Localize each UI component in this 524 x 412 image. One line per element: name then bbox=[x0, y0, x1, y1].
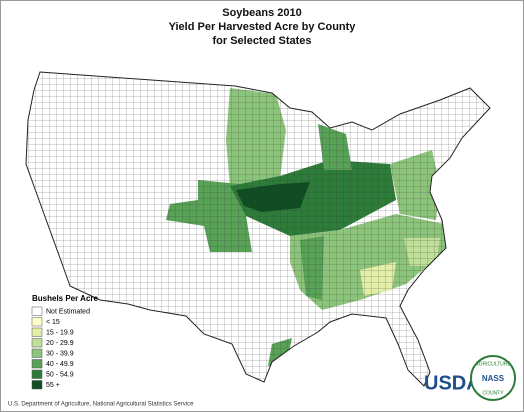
legend-swatch bbox=[31, 317, 43, 327]
us-outline bbox=[25, 71, 491, 387]
logo-text: USDA bbox=[424, 372, 481, 394]
legend-label: 15 - 19.9 bbox=[46, 329, 74, 336]
legend-swatch bbox=[31, 306, 43, 316]
title-line: Soybeans 2010 bbox=[222, 7, 302, 19]
legend-label: 20 - 29.9 bbox=[46, 340, 74, 347]
legend-label: < 15 bbox=[46, 319, 60, 326]
logo-ring bbox=[470, 355, 516, 401]
legend-label: 30 - 39.9 bbox=[46, 350, 74, 357]
legend-swatch bbox=[31, 359, 43, 369]
legend-swatch bbox=[31, 380, 43, 390]
legend-swatch bbox=[31, 338, 43, 348]
logo-center: NASS bbox=[482, 374, 505, 383]
legend-label: 55 + bbox=[46, 382, 60, 389]
legend-swatch bbox=[31, 348, 43, 358]
legend-label: Not Estimated bbox=[46, 308, 90, 315]
legend: Bushels Per Acre Not Estimated < 15 15 - 1… bbox=[31, 294, 99, 390]
source: U.S. Department of Agriculture, National… bbox=[8, 402, 194, 408]
logo-ring-bottom: COUNTY bbox=[482, 390, 504, 396]
legend-label: 50 - 54.9 bbox=[46, 371, 74, 378]
logo-ring-top: AGRICULTURE bbox=[475, 361, 511, 367]
legend-title: Bushels Per Acre bbox=[32, 294, 99, 303]
title-line: for Selected States bbox=[212, 35, 311, 47]
legend-swatch bbox=[31, 327, 43, 337]
usda-logo: USDA AGRICULTURE NASS COUNTY bbox=[424, 355, 516, 401]
legend-swatch bbox=[31, 369, 43, 379]
legend-label: 40 - 49.9 bbox=[46, 361, 74, 368]
title-line: Yield Per Harvested Acre by County bbox=[169, 21, 357, 33]
